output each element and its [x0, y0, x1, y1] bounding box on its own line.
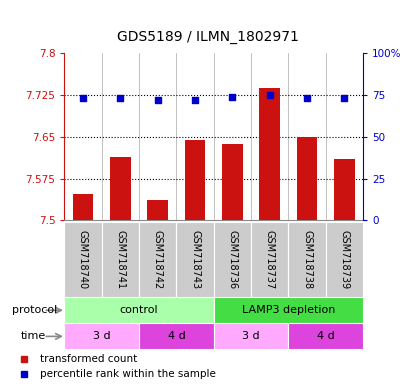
Bar [64, 222, 102, 297]
Bar [73, 194, 93, 220]
Bar [139, 323, 214, 349]
Bar [214, 297, 363, 323]
Point [117, 95, 124, 101]
Bar [288, 222, 326, 297]
Bar [214, 323, 288, 349]
Text: 3 d: 3 d [93, 331, 110, 341]
Point [229, 94, 236, 100]
Text: GDS5189 / ILMN_1802971: GDS5189 / ILMN_1802971 [117, 30, 298, 44]
Bar [139, 222, 176, 297]
Bar [288, 323, 363, 349]
Bar [214, 222, 251, 297]
Point [80, 95, 86, 101]
Text: 4 d: 4 d [168, 331, 185, 341]
Text: control: control [120, 305, 159, 315]
Text: 4 d: 4 d [317, 331, 334, 341]
Text: time: time [21, 331, 46, 341]
Text: GSM718740: GSM718740 [78, 230, 88, 289]
Bar [251, 222, 288, 297]
Bar [222, 144, 243, 220]
Bar [297, 137, 317, 220]
Text: protocol: protocol [12, 305, 58, 315]
Bar [147, 200, 168, 220]
Bar [102, 222, 139, 297]
Point [304, 95, 310, 101]
Bar [185, 140, 205, 220]
Text: GSM718741: GSM718741 [115, 230, 125, 289]
Text: percentile rank within the sample: percentile rank within the sample [40, 369, 216, 379]
Bar [176, 222, 214, 297]
Text: GSM718742: GSM718742 [153, 230, 163, 290]
Bar [259, 88, 280, 220]
Text: GSM718743: GSM718743 [190, 230, 200, 289]
Point [192, 97, 198, 103]
Bar [334, 159, 355, 220]
Point [341, 95, 348, 101]
Text: 3 d: 3 d [242, 331, 260, 341]
Bar [64, 297, 214, 323]
Bar [326, 222, 363, 297]
Text: GSM718737: GSM718737 [265, 230, 275, 290]
Text: GSM718738: GSM718738 [302, 230, 312, 289]
Bar [64, 323, 139, 349]
Bar [110, 157, 131, 220]
Text: GSM718736: GSM718736 [227, 230, 237, 289]
Text: LAMP3 depletion: LAMP3 depletion [242, 305, 335, 315]
Text: GSM718739: GSM718739 [339, 230, 349, 289]
Point [266, 92, 273, 98]
Point [154, 97, 161, 103]
Text: transformed count: transformed count [40, 354, 137, 364]
